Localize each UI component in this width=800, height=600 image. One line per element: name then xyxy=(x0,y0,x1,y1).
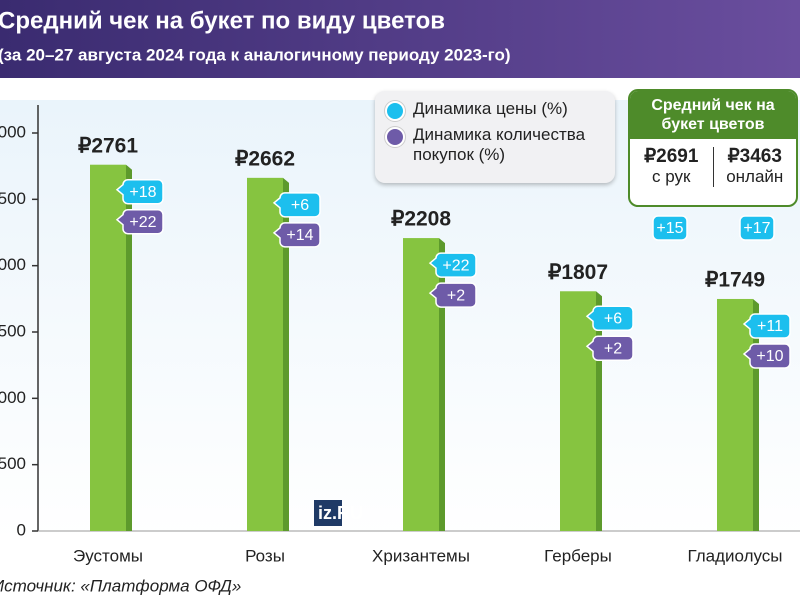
badge-shape xyxy=(585,335,634,362)
bar xyxy=(403,238,439,531)
summary-value: ₽3463 xyxy=(727,146,782,167)
summary-cols: ₽2691 с рук ₽3463 онлайн xyxy=(630,147,796,187)
legend-item: Динамика количества покупок (%) xyxy=(385,125,605,165)
summary-value: ₽2691 xyxy=(644,146,699,167)
badge-label: +22 xyxy=(442,257,469,274)
badge: +22 xyxy=(428,252,477,278)
value-label: ₽2761 xyxy=(78,134,138,157)
badge-shape xyxy=(428,282,477,308)
badge-shape xyxy=(428,252,477,278)
y-tick-label: 2000 xyxy=(0,255,26,274)
badge-shape xyxy=(272,192,321,218)
logo: iz.RU xyxy=(318,503,363,523)
summary-label: онлайн xyxy=(726,167,784,186)
summary-badge: +17 xyxy=(739,215,775,241)
bar xyxy=(560,291,596,531)
badge-label: +18 xyxy=(129,184,156,201)
badge: +11 xyxy=(742,313,791,339)
header-bg xyxy=(0,0,800,78)
badge-label: +6 xyxy=(291,197,309,214)
value-label: ₽2662 xyxy=(235,147,295,170)
summary-badge-shape xyxy=(739,215,775,241)
logo-bg xyxy=(314,500,342,526)
badge: +6 xyxy=(585,305,634,332)
summary-label: с рук xyxy=(652,167,691,186)
badge-label: +22 xyxy=(129,214,156,231)
bar xyxy=(247,177,283,531)
legend-item: Динамика цены (%) xyxy=(385,99,605,121)
badge: +2 xyxy=(585,335,634,362)
summary-box: Средний чек на букет цветов ₽2691 с рук ₽3… xyxy=(628,89,798,207)
summary-item: ₽3463 онлайн xyxy=(712,146,797,187)
value-label: ₽1807 xyxy=(548,261,608,284)
summary-badge-label: +15 xyxy=(656,220,683,237)
badge-shape xyxy=(585,305,634,332)
badge-label: +11 xyxy=(757,318,783,335)
badge: +6 xyxy=(272,192,321,218)
badge-shape xyxy=(272,222,321,248)
y-tick-label: 1000 xyxy=(0,388,26,407)
legend-swatch xyxy=(385,127,405,147)
bar xyxy=(717,298,753,531)
value-label: ₽1749 xyxy=(705,269,765,292)
x-tick-label: Герберы xyxy=(544,546,612,565)
bar-side xyxy=(283,177,289,531)
badge-shape xyxy=(115,178,164,205)
badge: +14 xyxy=(272,222,321,248)
summary-badge-label: +17 xyxy=(743,220,770,237)
badge: +2 xyxy=(428,282,477,308)
bar xyxy=(90,164,126,531)
chart-subtitle: (за 20–27 августа 2024 года к аналогично… xyxy=(0,45,511,64)
y-tick-label: 500 xyxy=(0,454,26,473)
legend-swatch xyxy=(385,101,405,121)
badge: +10 xyxy=(742,343,791,369)
summary-title: Средний чек на букет цветов xyxy=(630,91,796,139)
badge-label: +6 xyxy=(604,310,622,327)
summary-badge: +15 xyxy=(652,215,688,241)
x-tick-label: Хризантемы xyxy=(372,546,470,565)
badge-label: +14 xyxy=(286,227,313,244)
badge: +18 xyxy=(115,178,164,205)
y-tick-label: 3000 xyxy=(0,122,26,141)
x-tick-label: Розы xyxy=(245,546,285,565)
badge: +22 xyxy=(115,208,164,235)
y-tick-label: 2500 xyxy=(0,189,26,208)
legend: Динамика цены (%) Динамика количества пок… xyxy=(375,91,615,183)
bar-side xyxy=(126,164,132,531)
legend-label: Динамика количества покупок (%) xyxy=(413,125,586,164)
badge-shape xyxy=(742,343,791,369)
value-label: ₽2208 xyxy=(391,208,451,231)
source: Источник: «Платформа ОФД» xyxy=(0,576,241,595)
legend-label: Динамика цены (%) xyxy=(413,99,568,118)
x-tick-label: Эустомы xyxy=(73,546,143,565)
badge-label: +2 xyxy=(447,287,465,304)
badge-label: +2 xyxy=(604,340,622,357)
y-tick-label: 0 xyxy=(17,520,26,539)
summary-badge-shape xyxy=(652,215,688,241)
bar-side xyxy=(439,238,445,531)
x-tick-label: Гладиолусы xyxy=(687,546,782,565)
badge-shape xyxy=(742,313,791,339)
badge-shape xyxy=(115,208,164,235)
y-tick-label: 1500 xyxy=(0,321,26,340)
chart-title: Средний чек на букет по виду цветов xyxy=(0,7,445,34)
badge-label: +10 xyxy=(756,348,783,365)
summary-item: ₽2691 с рук xyxy=(630,147,713,187)
